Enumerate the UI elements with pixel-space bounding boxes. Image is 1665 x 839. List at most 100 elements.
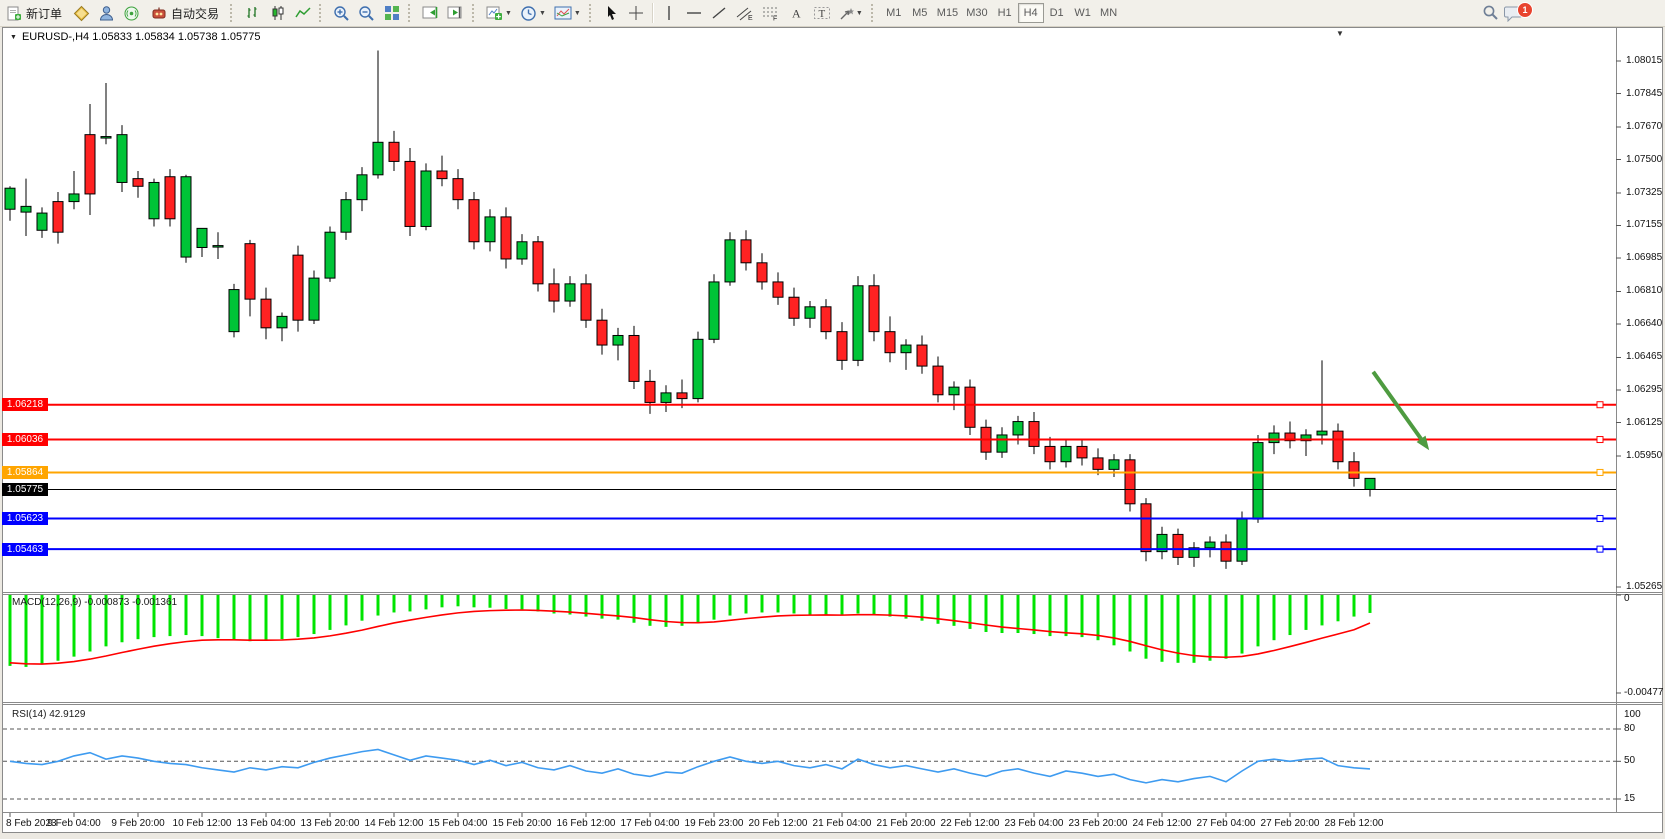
text-tool-button[interactable]: A	[785, 2, 808, 24]
signals-button[interactable]	[120, 2, 143, 24]
trend-arrow[interactable]	[1371, 370, 1423, 441]
price-level-tag: 1.05864	[2, 465, 48, 479]
candle	[660, 385, 672, 412]
horizontal-line-tool-button[interactable]	[683, 2, 706, 24]
channel-tool-button[interactable]: E	[733, 2, 757, 24]
timeframe-button-m15[interactable]: M15	[933, 3, 962, 23]
timeframe-button-m1[interactable]: M1	[881, 3, 907, 23]
macd-bar	[696, 595, 700, 624]
chart-shift-button[interactable]	[444, 2, 467, 24]
macd-bar	[552, 595, 556, 614]
candle	[68, 170, 80, 210]
search-button[interactable]	[1479, 1, 1502, 23]
timeframe-button-w1[interactable]: W1	[1070, 3, 1096, 23]
crosshair-button[interactable]	[625, 2, 648, 24]
trendline-tool-button[interactable]	[708, 2, 731, 24]
date-axis-label: 9 Feb 20:00	[111, 818, 165, 829]
profile-button[interactable]	[95, 2, 118, 24]
timeframe-button-h4[interactable]: H4	[1017, 3, 1044, 23]
timeframe-button-m5[interactable]: M5	[907, 3, 933, 23]
level-line-handle[interactable]	[1596, 515, 1604, 523]
symbols-button[interactable]	[70, 2, 93, 24]
price-axis-label: 1.06125	[1626, 416, 1663, 428]
date-axis-label: 23 Feb 04:00	[1004, 818, 1064, 829]
macd-bar	[184, 595, 188, 636]
macd-bar	[392, 595, 396, 613]
periodicity-button[interactable]: ▼	[517, 2, 549, 24]
timeframe-button-mn[interactable]: MN	[1096, 3, 1122, 23]
candle	[964, 379, 976, 435]
candle	[452, 169, 464, 210]
svg-text:E: E	[748, 15, 753, 21]
level-line-handle[interactable]	[1596, 401, 1604, 409]
candle	[708, 274, 720, 344]
zoom-out-button[interactable]	[355, 2, 378, 24]
auto-trading-button[interactable]: 自动交易	[145, 2, 225, 24]
cursor-button[interactable]	[600, 2, 623, 24]
arrows-tool-button[interactable]: ▼	[836, 2, 866, 24]
macd-bar	[232, 595, 236, 641]
candle	[1076, 438, 1088, 466]
timeframe-button-m30[interactable]: M30	[962, 3, 991, 23]
timeframe-button-d1[interactable]: D1	[1044, 3, 1070, 23]
vertical-line-tool-button[interactable]	[658, 2, 681, 24]
chart-menu-triangle-icon[interactable]: ▼	[10, 33, 17, 41]
candle	[804, 301, 816, 328]
label-tool-button[interactable]: T	[810, 2, 834, 24]
macd-bar	[424, 595, 428, 610]
macd-bar	[1352, 595, 1356, 617]
text-a-icon: A	[789, 5, 803, 21]
chart-window[interactable]: ▼ EURUSD-,H4 1.05833 1.05834 1.05738 1.0…	[2, 27, 1663, 833]
macd-bar	[264, 595, 268, 641]
price-axis-label: 1.07500	[1626, 153, 1663, 165]
level-line-handle[interactable]	[1596, 468, 1604, 476]
macd-bar	[744, 595, 748, 614]
macd-bar	[1176, 595, 1180, 663]
candle	[1060, 438, 1072, 468]
tile-windows-icon	[384, 5, 400, 21]
toolbar-grip	[472, 4, 479, 22]
macd-bar	[440, 595, 444, 608]
line-chart-button[interactable]	[291, 2, 314, 24]
candle	[116, 125, 128, 193]
candle	[532, 236, 544, 292]
macd-indicator-label: MACD(12,26,9) -0.000873 -0.001361	[12, 597, 178, 608]
chart-shift-marker-icon[interactable]: ▼	[1336, 29, 1344, 38]
templates-button[interactable]: ▼	[551, 2, 584, 24]
candle	[1124, 454, 1136, 512]
price-level-tag: 1.05623	[2, 512, 48, 526]
macd-bar	[1208, 595, 1212, 661]
price-axis-label: 1.06640	[1626, 318, 1663, 329]
candle	[356, 167, 368, 212]
zoom-in-button[interactable]	[330, 2, 353, 24]
candlestick-chart-button[interactable]	[266, 2, 289, 24]
tile-windows-button[interactable]	[380, 2, 403, 24]
notification-badge[interactable]: 1	[1517, 2, 1533, 18]
macd-bar	[808, 595, 812, 615]
candle	[1332, 423, 1344, 470]
search-icon	[1482, 4, 1499, 21]
macd-bar	[488, 595, 492, 608]
macd-bar	[1096, 595, 1100, 641]
candle	[1316, 360, 1328, 445]
macd-bar	[40, 595, 44, 665]
auto-scroll-button[interactable]	[419, 2, 442, 24]
level-line-handle[interactable]	[1596, 545, 1604, 553]
chevron-down-icon: ▼	[538, 9, 546, 17]
level-line-handle[interactable]	[1596, 436, 1604, 444]
timeframe-button-h1[interactable]: H1	[992, 3, 1018, 23]
fibonacci-tool-button[interactable]: F	[759, 2, 783, 24]
macd-bar	[472, 595, 476, 608]
rsi-axis-label: 50	[1624, 755, 1636, 767]
candle	[724, 232, 736, 286]
macd-bar	[1288, 595, 1292, 636]
bar-chart-button[interactable]	[241, 2, 264, 24]
macd-bar	[936, 595, 940, 624]
zoom-in-icon	[333, 5, 350, 22]
chevron-down-icon: ▼	[505, 9, 512, 17]
candle	[228, 283, 240, 338]
new-order-button[interactable]: 新订单	[1, 2, 68, 24]
new-chart-button[interactable]: ▼	[483, 2, 515, 24]
horizontal-line-icon	[686, 5, 702, 21]
